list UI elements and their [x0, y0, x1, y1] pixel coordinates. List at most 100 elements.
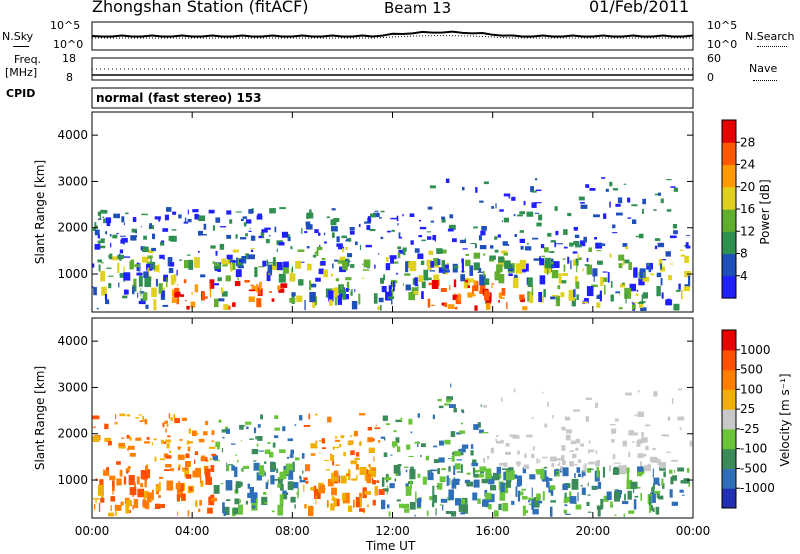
power-blobs-cell: [397, 246, 401, 250]
power-blobs-cell: [484, 278, 490, 285]
power-blobs-cell: [238, 258, 244, 267]
velocity-blobs-cell: [446, 396, 453, 401]
velocity-blobs-cell: [209, 457, 212, 461]
velocity-blobs-cell: [442, 504, 444, 511]
velocity-blobs-cell: [144, 441, 150, 444]
power-blobs-cell: [350, 291, 353, 296]
ytick-label: 3000: [57, 380, 88, 394]
power-blobs-cell: [351, 289, 353, 291]
power-blobs-cell: [240, 237, 247, 240]
velocity-blobs-cell: [223, 511, 226, 516]
velocity-blobs-cell: [505, 469, 512, 481]
velocity-blobs-cell: [181, 493, 186, 501]
power-blobs-cell: [158, 264, 160, 273]
power-blobs-cell: [498, 256, 504, 263]
velocity-blobs-cell: [503, 462, 508, 468]
velocity-blobs-cell: [461, 409, 464, 412]
velocity-blobs-cell: [126, 434, 130, 439]
velocity-blobs-cell: [350, 460, 358, 465]
power-blobs-cell: [624, 287, 632, 299]
power-blobs-cell: [444, 302, 448, 308]
velocity-blobs-cell: [205, 468, 211, 478]
power-blobs-cell: [612, 224, 616, 229]
power-blobs-cell: [673, 187, 678, 192]
power-blobs-cell: [625, 293, 627, 304]
velocity-blobs-cell: [179, 439, 183, 441]
velocity-blobs-cell: [239, 424, 244, 430]
power-blobs-cell: [494, 236, 498, 240]
velocity-blobs-cell: [546, 481, 550, 488]
power-blobs-cell: [669, 263, 674, 265]
power-blobs-cell: [212, 225, 215, 231]
velocity-blobs-cell: [222, 436, 225, 439]
velocity-blobs-cell: [287, 481, 294, 491]
power-blobs-cell: [380, 210, 385, 213]
power-blobs-cell: [474, 305, 478, 311]
power-blobs-cell: [381, 286, 387, 293]
power-blobs-cell: [581, 301, 589, 304]
power-blobs-cell: [160, 242, 164, 246]
velocity-blobs-cell: [264, 461, 267, 464]
velocity-blobs-cell: [338, 475, 341, 483]
power-blobs-cell: [295, 260, 302, 269]
power-blobs-cell: [496, 264, 503, 273]
velocity-blobs-cell: [225, 480, 233, 491]
power-blobs-cell: [184, 217, 187, 223]
velocity-blobs-cell: [509, 470, 515, 480]
power-blobs-cell: [472, 285, 474, 296]
power-blobs-cell: [431, 304, 435, 306]
power-blobs-cell: [334, 287, 339, 297]
power-blobs-cell: [365, 244, 372, 248]
power-blobs-cell: [643, 272, 645, 279]
velocity-blobs-cell: [438, 457, 445, 463]
velocity-blobs-cell: [625, 392, 632, 396]
velocity-blobs-cell: [451, 455, 455, 462]
velocity-blobs-cell: [260, 414, 263, 420]
velocity-blobs-cell: [672, 475, 677, 481]
power-blobs-cell: [653, 209, 657, 211]
power-blobs-cell: [291, 266, 293, 273]
velocity-blobs-cell: [483, 457, 486, 463]
nsky-trace: [91, 30, 694, 38]
velocity-blobs-cell: [637, 389, 640, 393]
power-blobs-cell: [154, 216, 161, 220]
power-blobs-cell: [123, 266, 125, 275]
power-blobs-cell: [438, 267, 446, 273]
velocity-blobs-cell: [285, 463, 293, 472]
velocity-blobs-cell: [542, 456, 548, 459]
power-blobs-cell: [145, 304, 149, 309]
power-blobs-cell: [236, 257, 238, 267]
velocity-blobs-cell: [533, 497, 540, 508]
power-blobs-cell: [98, 218, 102, 220]
power-blobs-cell: [642, 292, 648, 299]
velocity-blobs-cell: [659, 467, 666, 471]
power-blobs-cell: [635, 293, 639, 296]
velocity-blobs-cell: [133, 498, 139, 509]
velocity-blobs-cell: [416, 507, 422, 509]
velocity-blobs-cell: [385, 423, 390, 426]
power-blobs-cell: [573, 226, 578, 231]
velocity-blobs-cell: [95, 498, 97, 504]
velocity-blobs-cell: [331, 496, 335, 501]
power-blobs-cell: [363, 259, 371, 268]
velocity-blobs-cell: [247, 483, 251, 489]
velocity-blobs-cell: [652, 468, 654, 478]
power-blobs-cell: [268, 235, 271, 237]
power-blobs-cell: [135, 230, 137, 234]
velocity-blobs-cell: [637, 466, 644, 472]
power-blobs-cell: [364, 221, 371, 224]
power-blobs-cell: [580, 240, 586, 247]
power-blobs-cell: [366, 225, 371, 230]
velocity-blobs-cell: [129, 509, 131, 513]
velocity-blobs-cell: [546, 478, 553, 481]
power-blobs-cell: [656, 286, 661, 297]
velocity-blobs-cell: [474, 470, 480, 473]
velocity-blobs-cell: [453, 465, 456, 475]
velocity-blobs-cell: [528, 503, 533, 506]
power-blobs-cell: [551, 294, 559, 297]
power-blobs-cell: [595, 242, 603, 249]
velocity-colorbar-swatch: [722, 369, 736, 390]
power-blobs-cell: [296, 295, 303, 303]
velocity-blobs-cell: [109, 475, 116, 481]
